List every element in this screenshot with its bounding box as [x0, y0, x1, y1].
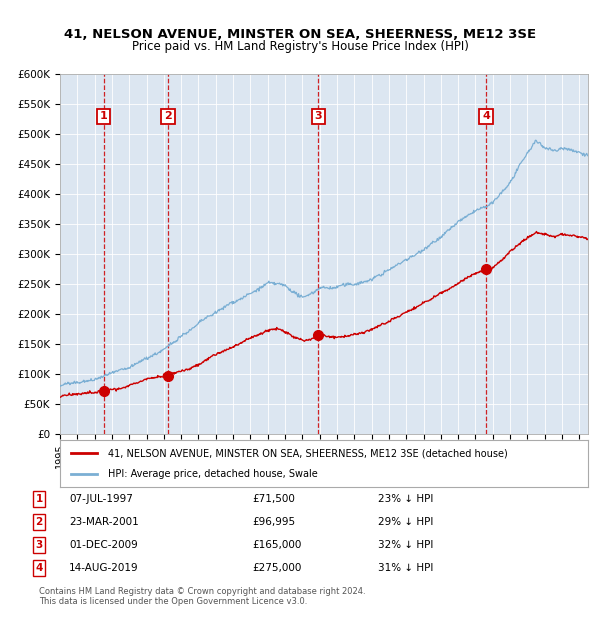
- Text: 23% ↓ HPI: 23% ↓ HPI: [378, 494, 433, 504]
- Text: 2: 2: [164, 112, 172, 122]
- Text: 01-DEC-2009: 01-DEC-2009: [69, 540, 138, 550]
- Text: 23-MAR-2001: 23-MAR-2001: [69, 517, 139, 527]
- Text: 41, NELSON AVENUE, MINSTER ON SEA, SHEERNESS, ME12 3SE: 41, NELSON AVENUE, MINSTER ON SEA, SHEER…: [64, 28, 536, 41]
- Text: 31% ↓ HPI: 31% ↓ HPI: [378, 563, 433, 573]
- Text: 07-JUL-1997: 07-JUL-1997: [69, 494, 133, 504]
- Text: £71,500: £71,500: [252, 494, 295, 504]
- Text: 1: 1: [100, 112, 107, 122]
- Text: 3: 3: [314, 112, 322, 122]
- Text: 29% ↓ HPI: 29% ↓ HPI: [378, 517, 433, 527]
- Text: 1: 1: [35, 494, 43, 504]
- Text: HPI: Average price, detached house, Swale: HPI: Average price, detached house, Swal…: [107, 469, 317, 479]
- Text: 2: 2: [35, 517, 43, 527]
- Text: £165,000: £165,000: [252, 540, 301, 550]
- Text: 41, NELSON AVENUE, MINSTER ON SEA, SHEERNESS, ME12 3SE (detached house): 41, NELSON AVENUE, MINSTER ON SEA, SHEER…: [107, 448, 507, 458]
- Text: 14-AUG-2019: 14-AUG-2019: [69, 563, 139, 573]
- Text: Contains HM Land Registry data © Crown copyright and database right 2024.
This d: Contains HM Land Registry data © Crown c…: [39, 587, 365, 606]
- Text: £96,995: £96,995: [252, 517, 295, 527]
- Text: £275,000: £275,000: [252, 563, 301, 573]
- Text: Price paid vs. HM Land Registry's House Price Index (HPI): Price paid vs. HM Land Registry's House …: [131, 40, 469, 53]
- Text: 4: 4: [35, 563, 43, 573]
- Text: 4: 4: [482, 112, 490, 122]
- Text: 32% ↓ HPI: 32% ↓ HPI: [378, 540, 433, 550]
- Text: 3: 3: [35, 540, 43, 550]
